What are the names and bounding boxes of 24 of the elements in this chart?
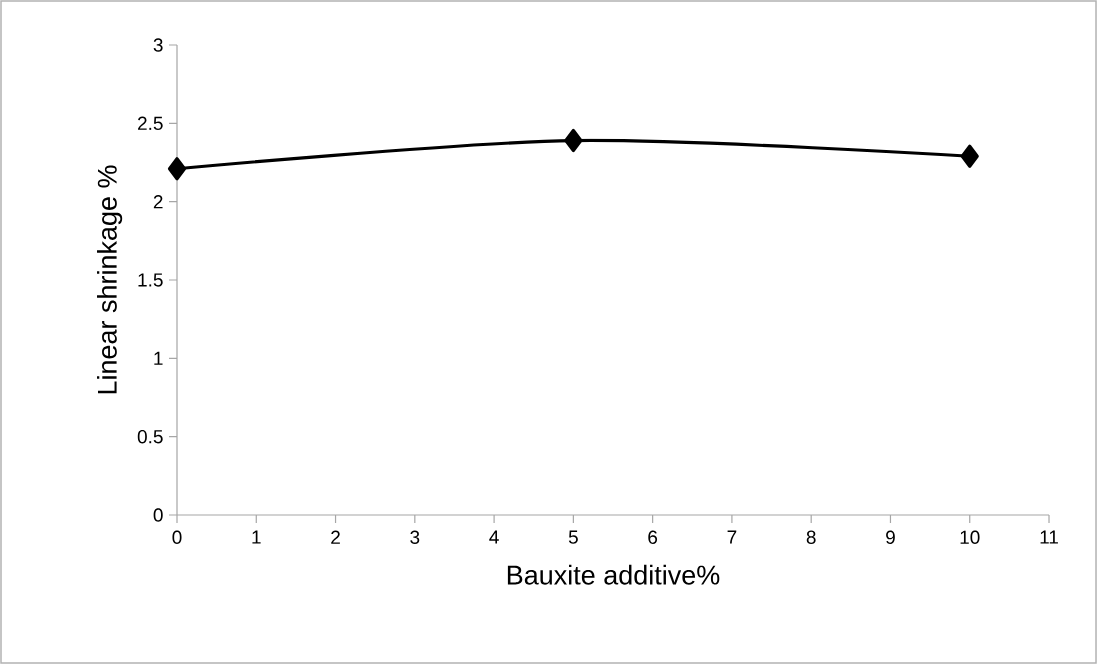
- y-tick-label: 0: [153, 508, 163, 522]
- x-tick-label: 6: [648, 530, 658, 544]
- y-tick-label: 2: [153, 195, 163, 209]
- x-tick-label: 9: [886, 530, 895, 544]
- y-tick-label: 0.5: [137, 429, 163, 444]
- point: [167, 157, 187, 181]
- x-tick-label: 2: [331, 530, 340, 544]
- y-tick-label: 2.5: [138, 116, 163, 131]
- point: [564, 128, 583, 153]
- y-tick-label: 3: [153, 38, 163, 52]
- x-tick-label: 1: [252, 530, 261, 544]
- point: [960, 144, 979, 168]
- x-tick-label: 5: [568, 530, 578, 544]
- x-tick-label: 10: [960, 530, 980, 544]
- x-tick-label: 8: [806, 530, 816, 544]
- x-axis-title: Bauxite additive%: [507, 564, 720, 585]
- x-tick-label: 7: [727, 530, 737, 544]
- x-tick-label: 11: [1040, 530, 1058, 544]
- x-tick-label: 3: [410, 530, 420, 544]
- y-axis-title: Linear shrinkage %: [97, 165, 123, 394]
- x-tick-label: 4: [489, 530, 499, 544]
- y-tick-label: 1: [154, 351, 163, 365]
- y-tick-label: 1.5: [138, 273, 163, 287]
- x-tick-label: 0: [172, 530, 182, 544]
